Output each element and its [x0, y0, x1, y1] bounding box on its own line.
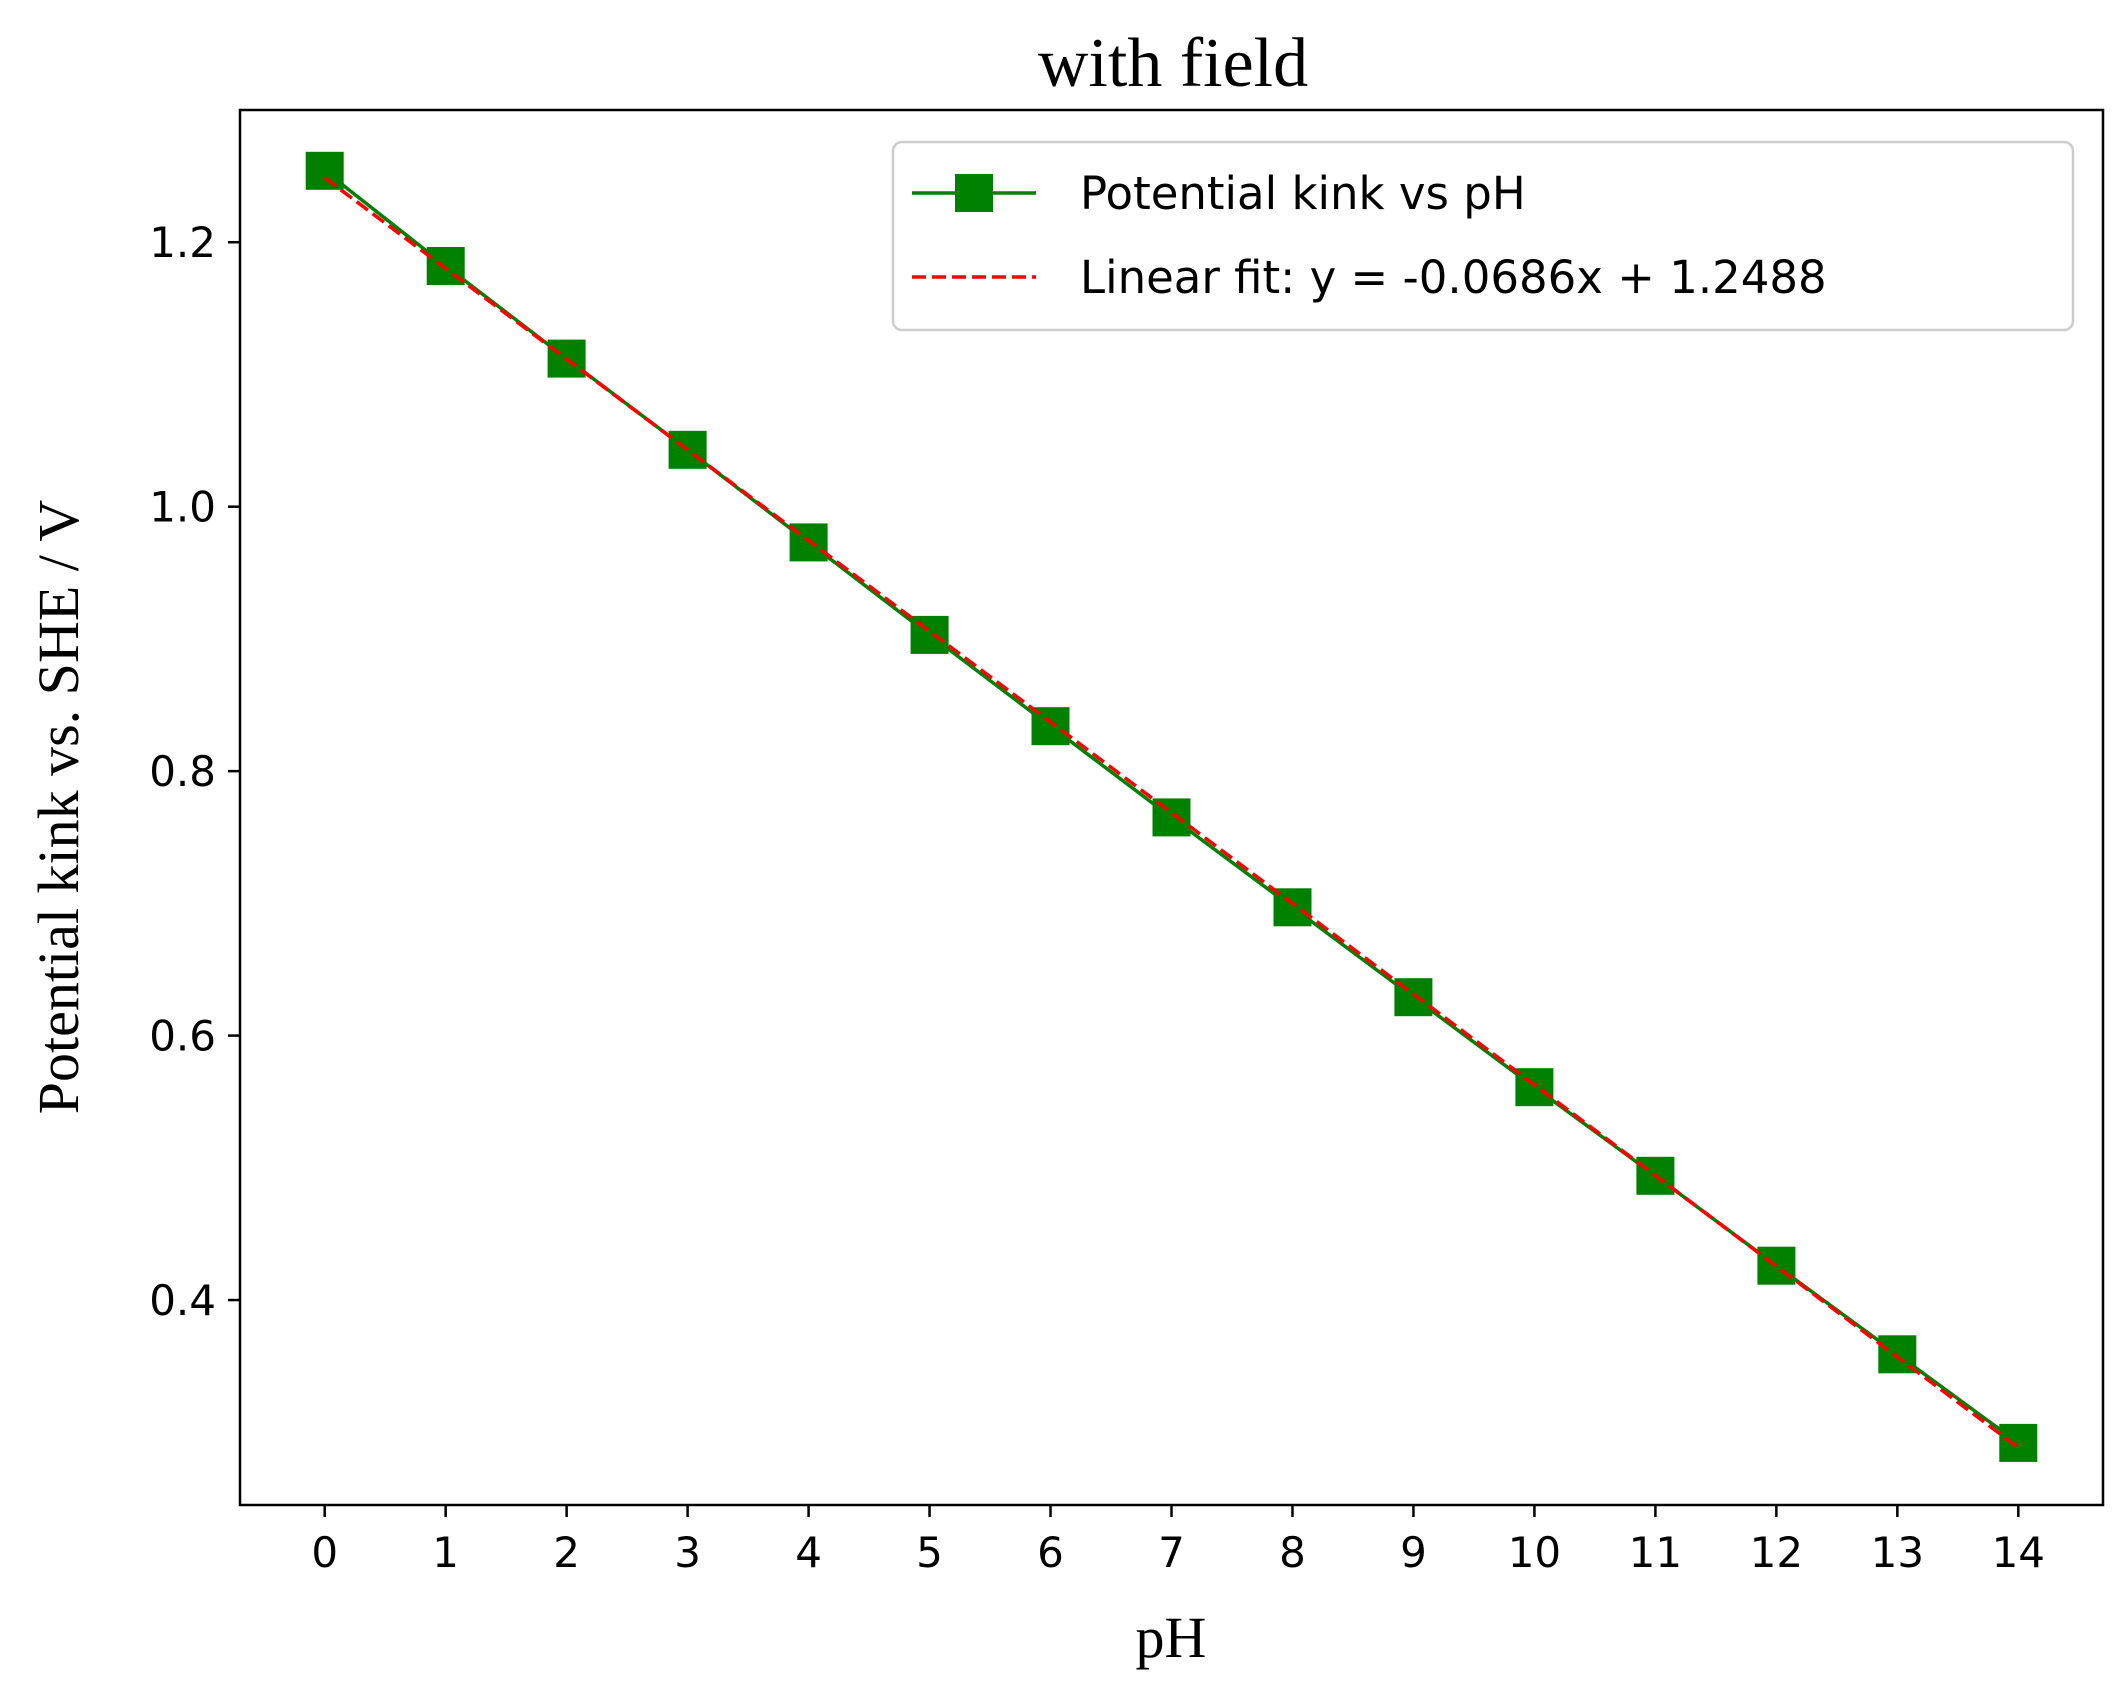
legend-box [891, 140, 2075, 332]
x-tick-label-0: 0 [311, 1528, 338, 1577]
legend-label-series-1: Potential kink vs pH [1080, 167, 1526, 220]
plot-area [305, 151, 2038, 1462]
x-axis: 0 1 2 3 4 5 6 7 8 9 10 11 12 13 14 [311, 1505, 2045, 1577]
data-point-10 [1515, 1068, 1554, 1107]
data-point-12 [1757, 1246, 1796, 1285]
x-tick-label-5: 5 [916, 1528, 943, 1577]
y-tick-label-0.4: 0.4 [149, 1276, 216, 1325]
x-tick-label-3: 3 [674, 1528, 701, 1577]
x-tick-label-6: 6 [1037, 1528, 1064, 1577]
legend-marker-series-1 [955, 174, 993, 212]
data-point-5 [910, 615, 949, 654]
x-tick-label-10: 10 [1508, 1528, 1561, 1577]
x-tick-label-9: 9 [1400, 1528, 1427, 1577]
x-tick-label-1: 1 [432, 1528, 459, 1577]
data-point-14 [1999, 1423, 2038, 1462]
legend: Potential kink vs pH Linear fit: y = -0.… [891, 140, 2075, 332]
y-tick-label-0.8: 0.8 [149, 747, 216, 796]
y-tick-label-0.6: 0.6 [149, 1012, 216, 1061]
legend-label-series-2: Linear fit: y = -0.0686x + 1.2488 [1080, 251, 1827, 304]
chart-title: with field [1038, 25, 1308, 102]
x-axis-label: pH [1136, 1605, 1207, 1670]
x-tick-label-14: 14 [1992, 1528, 2045, 1577]
data-point-0 [305, 151, 344, 190]
y-axis-label: Potential kink vs. SHE / V [26, 500, 91, 1115]
x-tick-label-2: 2 [553, 1528, 580, 1577]
x-tick-label-12: 12 [1750, 1528, 1803, 1577]
y-tick-label-1: 1.0 [149, 483, 216, 532]
series-line-linear-fit [323, 176, 2020, 1450]
x-tick-label-13: 13 [1871, 1528, 1924, 1577]
x-tick-label-7: 7 [1158, 1528, 1185, 1577]
x-tick-label-4: 4 [795, 1528, 822, 1577]
data-point-8 [1273, 888, 1312, 927]
x-tick-label-8: 8 [1279, 1528, 1306, 1577]
x-tick-label-11: 11 [1629, 1528, 1682, 1577]
y-tick-label-1.2: 1.2 [149, 218, 216, 267]
y-axis: 0.4 0.6 0.8 1.0 1.2 [149, 218, 240, 1325]
